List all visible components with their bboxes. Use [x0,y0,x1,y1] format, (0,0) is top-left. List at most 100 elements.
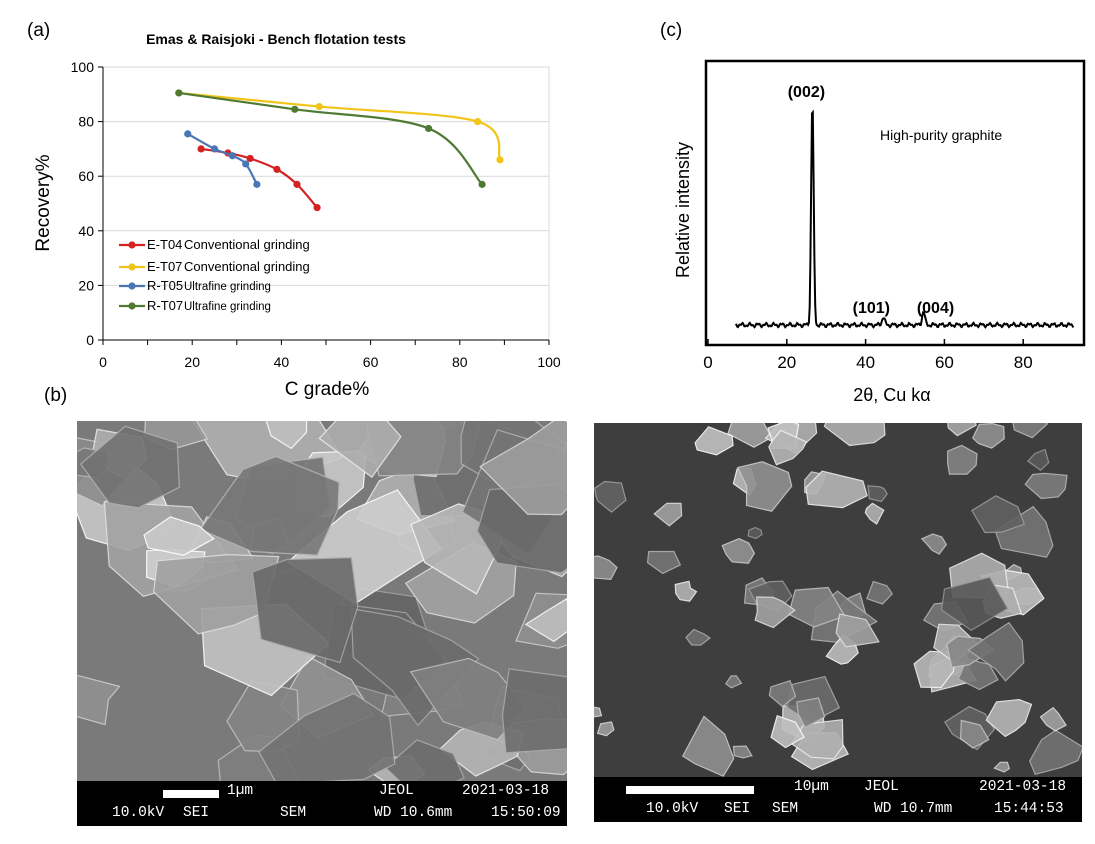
data-point [228,152,236,160]
legend-marker [128,302,136,310]
time-label: 15:50:09 [491,805,561,821]
xrd-frame [704,59,1086,347]
sem-flake [721,538,756,564]
sem-flake [682,715,735,777]
y-tick-label: 100 [71,59,95,75]
xrd-tick-label: 0 [703,353,712,372]
wd-label: WD 10.7mm [874,801,953,817]
y-tick-label: 0 [86,332,94,348]
sem-info-bar-left: 1µm JEOL 2021-03-18 10.0kV SEI SEM WD 10… [77,781,567,826]
sem-flake [79,425,180,509]
sem-flake [770,715,805,749]
sem-flake [479,421,567,516]
data-point [478,180,486,188]
maker-label: JEOL [379,783,414,799]
sem-flake [732,745,753,759]
sem-flake [594,480,627,513]
sem-flake [747,526,763,540]
data-point [175,89,183,97]
y-tick-label: 40 [78,223,94,239]
flotation-chart: Emas & Raisjoki - Bench flotation tests … [33,31,561,400]
sem-flake [754,596,796,629]
sem-flake [727,423,773,448]
sem-flake [143,516,215,556]
data-point [424,124,433,133]
time-label: 15:44:53 [994,801,1064,817]
chart-title: Emas & Raisjoki - Bench flotation tests [146,31,406,47]
legend-series-method: Conventional grinding [184,259,310,274]
x-tick-label: 20 [184,354,200,370]
mode-label: SEI [724,801,751,817]
sem-flake [985,698,1033,738]
scale-bar [163,790,219,798]
sem-flake [251,557,359,664]
sem-flake [594,555,618,581]
date-label: 2021-03-18 [979,779,1067,795]
y-tick-label: 80 [78,114,94,130]
sem-flake [867,485,888,503]
x-tick-label: 60 [363,354,379,370]
xrd-chart: 0 20 40 60 80 (002) (101) (004) High-purity gr… [673,59,1086,405]
sem-flake [920,533,948,555]
wd-label: WD 10.6mm [374,805,453,821]
peak-label: (004) [917,300,954,317]
xrd-annotation: High-purity graphite [880,127,1002,143]
sem-flake [724,675,743,689]
legend-series-name: R-T07 [147,298,183,313]
data-point [293,180,301,188]
peak-label: (101) [853,300,890,317]
sem-flake [594,706,603,718]
sem-flake [768,679,797,708]
sem-flake [823,423,886,447]
legend-marker [128,282,136,290]
sem-flake [1026,448,1050,471]
sem-flake [1024,472,1068,500]
sem-flake [318,421,402,478]
panel-label-a: (a) [27,20,51,41]
xrd-y-label: Relative intensity [673,142,693,278]
data-point [315,102,323,111]
legend-series-method: Ultrafine grinding [184,281,271,293]
sem-flake [864,502,885,525]
xrd-trace [734,109,1075,329]
legend-marker [128,263,136,271]
sem-flake [258,692,396,781]
sem-flake [1029,729,1082,776]
sem-flake [972,423,1005,449]
type-label: SEM [280,805,307,821]
sem-flake [959,719,990,749]
sem-flake [971,495,1026,534]
sem-flake [940,576,1009,632]
legend-series-name: E-T07 [147,259,182,274]
sem-flake [694,426,734,456]
scale-bar [626,786,754,794]
data-point [253,180,261,188]
x-tick-label: 100 [537,354,561,370]
maker-label: JEOL [864,779,899,795]
sem-flake [787,586,846,628]
sem-flake [947,423,977,437]
sem-flake [993,761,1011,773]
sem-flake [1012,423,1049,439]
sem-flake [524,597,567,643]
sem-flake [265,421,308,450]
legend-series-name: R-T05 [147,278,183,293]
sem-flake [501,668,567,754]
xrd-tick-label: 60 [935,353,954,372]
x-tick-label: 0 [99,354,107,370]
data-point [210,145,219,153]
xrd-tick-label: 20 [777,353,796,372]
mode-label: SEI [183,805,210,821]
data-point [496,156,504,164]
legend-series-method: Ultrafine grinding [184,301,271,313]
sem-flake [674,580,698,602]
x-axis-label: C grade% [285,379,370,400]
legend-series-method: Conventional grinding [184,237,310,252]
sem-flake [946,444,978,475]
sem-flake [1039,706,1067,732]
scale-label: 1µm [227,783,254,799]
data-point [246,154,254,163]
sem-image-left: 1µm JEOL 2021-03-18 10.0kV SEI SEM WD 10… [77,421,567,826]
data-point [184,130,192,138]
sem-flake [796,697,826,729]
